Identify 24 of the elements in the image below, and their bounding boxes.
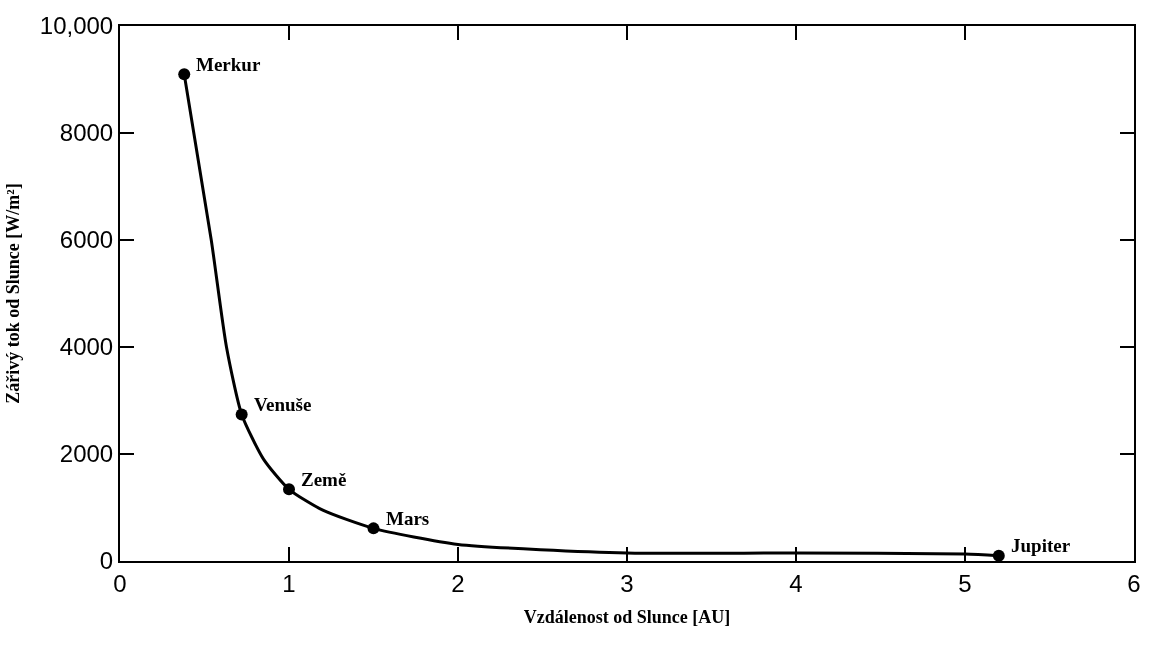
x-tick-label: 3: [620, 569, 634, 597]
y-tick-label: 6000: [59, 226, 114, 254]
annotation: Jupiter: [1011, 535, 1071, 556]
point: [367, 522, 380, 535]
point: [178, 68, 191, 81]
y-tick-label: 2000: [59, 440, 114, 468]
point: [283, 483, 295, 496]
y-tick-label: 10,000: [39, 12, 114, 40]
annotation: Merkur: [196, 54, 261, 75]
x-axis-title: Vzdálenost od Slunce [AU]: [523, 607, 731, 628]
x-tick-label: 4: [789, 569, 803, 597]
annotation: Mars: [386, 508, 430, 529]
y-tick-label: 8000: [59, 119, 114, 147]
x-tick-label: 1: [282, 569, 296, 597]
annotation: Venuše: [254, 394, 312, 415]
y-tick-label: 0: [99, 547, 114, 575]
point: [992, 549, 1005, 562]
x-tick-label: 5: [958, 569, 972, 597]
y-axis-title: Zářivý tok od Slunce [W/m²]: [3, 183, 24, 404]
annotation: Země: [301, 469, 347, 490]
x-tick-label: 2: [451, 569, 465, 597]
y-tick-label: 4000: [59, 333, 114, 361]
point: [235, 408, 248, 421]
x-tick-label: 6: [1127, 569, 1141, 597]
